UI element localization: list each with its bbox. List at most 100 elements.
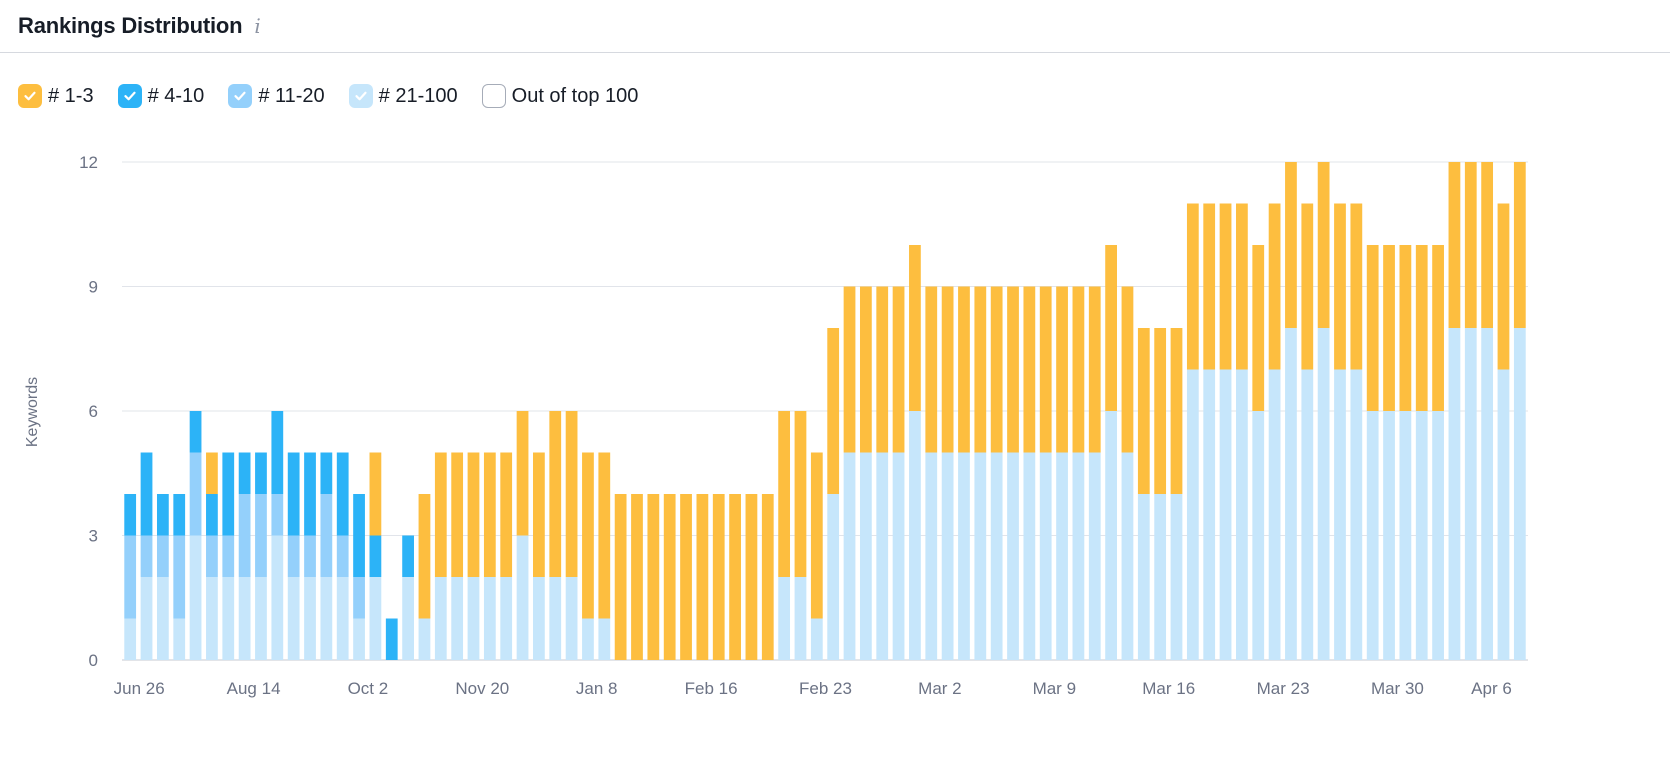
- bar-stack[interactable]: [663, 494, 676, 660]
- bar-stack[interactable]: [745, 494, 758, 660]
- bar-segment-1-3[interactable]: [1481, 162, 1494, 328]
- bar-segment-1-3[interactable]: [827, 328, 840, 494]
- bar-segment-1-3[interactable]: [712, 494, 725, 660]
- bar-segment-1-3[interactable]: [958, 286, 970, 453]
- bar-segment-21-100[interactable]: [1219, 369, 1232, 661]
- bar-segment-11-20[interactable]: [320, 494, 333, 577]
- bar-segment-1-3[interactable]: [974, 286, 987, 453]
- bar-stack[interactable]: [1088, 286, 1101, 661]
- bar-segment-11-20[interactable]: [156, 535, 169, 578]
- bar-segment-21-100[interactable]: [1170, 494, 1183, 660]
- bar-segment-21-100[interactable]: [958, 452, 970, 661]
- bar-segment-21-100[interactable]: [1464, 328, 1477, 660]
- bar-stack[interactable]: [418, 494, 431, 660]
- bar-stack[interactable]: [336, 452, 349, 661]
- bar-segment-21-100[interactable]: [353, 618, 365, 661]
- bar-segment-4-10[interactable]: [353, 494, 365, 577]
- legend-item-3[interactable]: # 21-100: [348, 84, 458, 108]
- bar-stack[interactable]: [598, 452, 611, 661]
- bar-segment-21-100[interactable]: [810, 618, 823, 661]
- bar-segment-21-100[interactable]: [1432, 411, 1444, 660]
- bar-segment-11-20[interactable]: [336, 535, 349, 578]
- bar-segment-1-3[interactable]: [1301, 203, 1314, 370]
- bar-segment-1-3[interactable]: [1056, 286, 1068, 453]
- bar-segment-21-100[interactable]: [369, 577, 382, 660]
- bar-segment-21-100[interactable]: [320, 577, 333, 660]
- bar-stack[interactable]: [680, 494, 692, 660]
- bar-segment-4-10[interactable]: [320, 452, 333, 495]
- bar-segment-1-3[interactable]: [843, 286, 856, 453]
- bar-segment-21-100[interactable]: [483, 577, 496, 660]
- bar-segment-1-3[interactable]: [369, 452, 382, 536]
- bar-segment-1-3[interactable]: [500, 452, 513, 578]
- bar-segment-21-100[interactable]: [156, 577, 169, 660]
- bar-segment-21-100[interactable]: [124, 618, 137, 661]
- bar-stack[interactable]: [1399, 245, 1412, 660]
- bar-segment-21-100[interactable]: [500, 577, 513, 660]
- bar-segment-1-3[interactable]: [1366, 245, 1379, 411]
- bar-segment-4-10[interactable]: [206, 494, 218, 536]
- bar-segment-4-10[interactable]: [304, 452, 316, 536]
- bar-segment-1-3[interactable]: [1023, 286, 1036, 453]
- bar-segment-21-100[interactable]: [1252, 411, 1265, 660]
- bar-stack[interactable]: [189, 411, 202, 660]
- bar-segment-21-100[interactable]: [582, 618, 594, 661]
- bar-stack[interactable]: [925, 286, 938, 661]
- bar-segment-21-100[interactable]: [451, 577, 464, 660]
- bar-stack[interactable]: [843, 286, 856, 661]
- bar-stack[interactable]: [1415, 245, 1428, 660]
- bar-segment-1-3[interactable]: [892, 286, 905, 453]
- bar-stack[interactable]: [1154, 328, 1167, 660]
- bar-segment-1-3[interactable]: [549, 411, 562, 577]
- bar-stack[interactable]: [385, 618, 398, 661]
- bar-segment-1-3[interactable]: [1072, 286, 1085, 453]
- bar-stack[interactable]: [173, 494, 186, 661]
- bar-segment-11-20[interactable]: [124, 535, 137, 619]
- bar-stack[interactable]: [876, 286, 889, 661]
- bar-segment-21-100[interactable]: [1481, 328, 1494, 660]
- bar-segment-21-100[interactable]: [1366, 411, 1379, 660]
- bar-stack[interactable]: [1203, 203, 1216, 661]
- bar-stack[interactable]: [696, 494, 709, 660]
- bar-segment-1-3[interactable]: [598, 452, 611, 619]
- bar-stack[interactable]: [140, 452, 153, 661]
- bar-stack[interactable]: [238, 452, 251, 661]
- bar-segment-1-3[interactable]: [1513, 162, 1526, 328]
- bar-segment-4-10[interactable]: [124, 494, 137, 536]
- bar-segment-21-100[interactable]: [336, 577, 349, 660]
- bar-segment-21-100[interactable]: [1088, 452, 1101, 661]
- bar-stack[interactable]: [1497, 203, 1510, 661]
- bar-segment-21-100[interactable]: [1056, 452, 1068, 661]
- legend-item-2[interactable]: # 11-20: [228, 84, 325, 108]
- bar-stack[interactable]: [712, 494, 725, 660]
- bar-stack[interactable]: [369, 452, 382, 661]
- bar-segment-1-3[interactable]: [778, 411, 791, 577]
- bar-segment-21-100[interactable]: [533, 577, 545, 660]
- bar-segment-1-3[interactable]: [1464, 162, 1477, 328]
- bar-segment-21-100[interactable]: [1497, 369, 1510, 661]
- bar-stack[interactable]: [778, 411, 791, 660]
- bar-stack[interactable]: [827, 328, 840, 660]
- bar-segment-21-100[interactable]: [434, 577, 447, 660]
- bar-stack[interactable]: [941, 286, 954, 661]
- bar-segment-21-100[interactable]: [173, 618, 186, 661]
- bar-segment-21-100[interactable]: [140, 577, 153, 660]
- bar-segment-1-3[interactable]: [418, 494, 431, 619]
- bar-segment-21-100[interactable]: [206, 577, 218, 660]
- bar-stack[interactable]: [304, 452, 316, 661]
- bar-stack[interactable]: [958, 286, 970, 661]
- bar-segment-11-20[interactable]: [140, 535, 153, 578]
- checkbox-checked-icon[interactable]: [348, 84, 373, 108]
- bar-segment-1-3[interactable]: [1137, 328, 1150, 494]
- bar-segment-1-3[interactable]: [876, 286, 889, 453]
- bar-stack[interactable]: [533, 452, 545, 661]
- bar-segment-21-100[interactable]: [549, 577, 562, 660]
- bar-segment-1-3[interactable]: [810, 452, 823, 619]
- bar-segment-21-100[interactable]: [255, 577, 267, 660]
- bar-segment-1-3[interactable]: [1007, 286, 1019, 453]
- bar-stack[interactable]: [1105, 245, 1117, 660]
- bar-stack[interactable]: [255, 452, 267, 661]
- bar-stack[interactable]: [500, 452, 513, 661]
- bar-stack[interactable]: [631, 494, 643, 660]
- checkbox-checked-icon[interactable]: [18, 84, 42, 108]
